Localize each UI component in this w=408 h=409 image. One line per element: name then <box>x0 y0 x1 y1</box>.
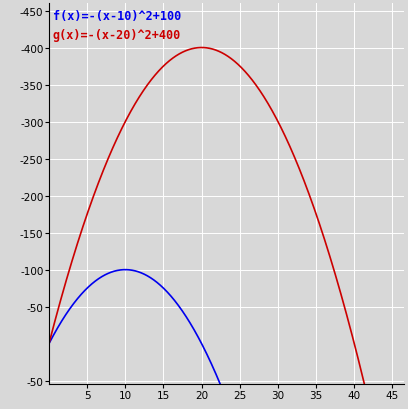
Text: f(x)=-(x-10)^2+100: f(x)=-(x-10)^2+100 <box>53 10 181 23</box>
Text: g(x)=-(x-20)^2+400: g(x)=-(x-20)^2+400 <box>53 29 181 42</box>
